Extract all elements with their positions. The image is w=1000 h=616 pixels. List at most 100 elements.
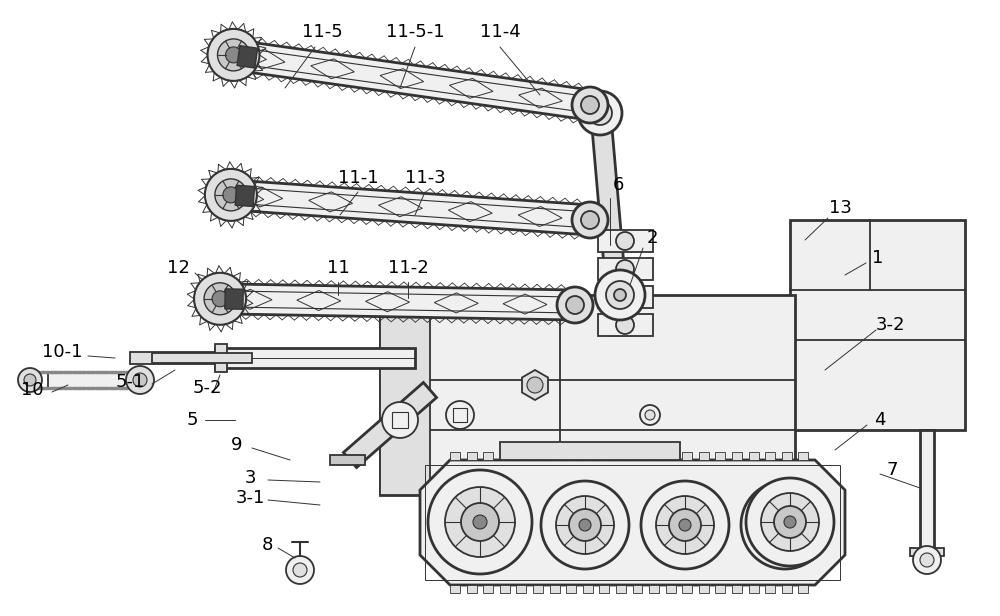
Polygon shape: [231, 40, 592, 120]
Circle shape: [473, 515, 487, 529]
Circle shape: [595, 270, 645, 320]
Bar: [715, 452, 725, 460]
Polygon shape: [225, 289, 243, 309]
Bar: [380, 295, 430, 495]
Bar: [682, 585, 692, 593]
Circle shape: [428, 470, 532, 574]
Bar: [715, 585, 725, 593]
Circle shape: [445, 487, 515, 557]
Text: 8: 8: [261, 536, 273, 554]
Circle shape: [641, 481, 729, 569]
Circle shape: [446, 401, 474, 429]
Bar: [649, 585, 659, 593]
Circle shape: [223, 187, 239, 203]
Circle shape: [774, 506, 806, 538]
Polygon shape: [330, 455, 365, 465]
Text: 10-1: 10-1: [42, 343, 82, 361]
Text: 7: 7: [886, 461, 898, 479]
Circle shape: [126, 366, 154, 394]
Bar: [152, 353, 252, 363]
Circle shape: [656, 496, 714, 554]
Bar: [215, 348, 415, 368]
Circle shape: [679, 519, 691, 531]
Circle shape: [208, 29, 260, 81]
Circle shape: [461, 503, 499, 541]
Polygon shape: [220, 284, 575, 320]
Bar: [920, 430, 934, 550]
Bar: [666, 585, 676, 593]
Text: 11-3: 11-3: [405, 169, 445, 187]
Bar: [516, 585, 526, 593]
Bar: [425, 465, 840, 580]
Bar: [467, 452, 477, 460]
Circle shape: [557, 287, 593, 323]
Bar: [392, 412, 408, 428]
Bar: [599, 452, 609, 460]
Circle shape: [578, 91, 622, 135]
Circle shape: [24, 374, 36, 386]
Text: 11-5: 11-5: [302, 23, 342, 41]
Circle shape: [645, 410, 655, 420]
Circle shape: [566, 296, 584, 314]
Bar: [467, 585, 477, 593]
Bar: [765, 452, 775, 460]
Bar: [550, 585, 560, 593]
Circle shape: [913, 546, 941, 574]
Bar: [598, 314, 653, 336]
Bar: [765, 585, 775, 593]
Text: 5-1: 5-1: [115, 373, 145, 391]
Circle shape: [640, 405, 660, 425]
Text: 11-4: 11-4: [480, 23, 520, 41]
Circle shape: [606, 281, 634, 309]
Text: 11-2: 11-2: [388, 259, 428, 277]
Bar: [533, 452, 543, 460]
Bar: [483, 585, 493, 593]
Circle shape: [569, 509, 601, 541]
Polygon shape: [237, 46, 258, 68]
Bar: [749, 585, 759, 593]
Circle shape: [572, 87, 608, 123]
Polygon shape: [590, 105, 630, 335]
Bar: [450, 452, 460, 460]
Circle shape: [133, 373, 147, 387]
Bar: [649, 452, 659, 460]
Circle shape: [215, 179, 247, 211]
Circle shape: [382, 402, 418, 438]
Polygon shape: [343, 383, 437, 468]
Bar: [130, 352, 218, 364]
Text: 5-2: 5-2: [192, 379, 222, 397]
Bar: [633, 585, 642, 593]
Bar: [583, 585, 593, 593]
Circle shape: [746, 478, 834, 566]
Bar: [782, 452, 792, 460]
Circle shape: [756, 496, 814, 554]
Bar: [550, 452, 560, 460]
Bar: [798, 585, 808, 593]
Bar: [450, 585, 460, 593]
Text: 10: 10: [21, 381, 43, 399]
Bar: [215, 344, 227, 372]
Text: 2: 2: [646, 229, 658, 247]
Polygon shape: [522, 370, 548, 400]
Text: 3-2: 3-2: [875, 316, 905, 334]
Bar: [598, 230, 653, 252]
Circle shape: [556, 496, 614, 554]
Circle shape: [581, 96, 599, 114]
Text: 9: 9: [231, 436, 243, 454]
Bar: [910, 548, 944, 556]
Circle shape: [761, 493, 819, 551]
Circle shape: [212, 291, 228, 307]
Bar: [782, 585, 792, 593]
Circle shape: [204, 283, 236, 315]
Bar: [798, 452, 808, 460]
Bar: [566, 452, 576, 460]
Bar: [48, 372, 130, 388]
Circle shape: [920, 553, 934, 567]
Text: 12: 12: [167, 259, 189, 277]
Bar: [732, 585, 742, 593]
Circle shape: [616, 288, 634, 306]
Text: 1: 1: [872, 249, 884, 267]
Circle shape: [741, 481, 829, 569]
Circle shape: [205, 169, 257, 221]
Bar: [583, 452, 593, 460]
